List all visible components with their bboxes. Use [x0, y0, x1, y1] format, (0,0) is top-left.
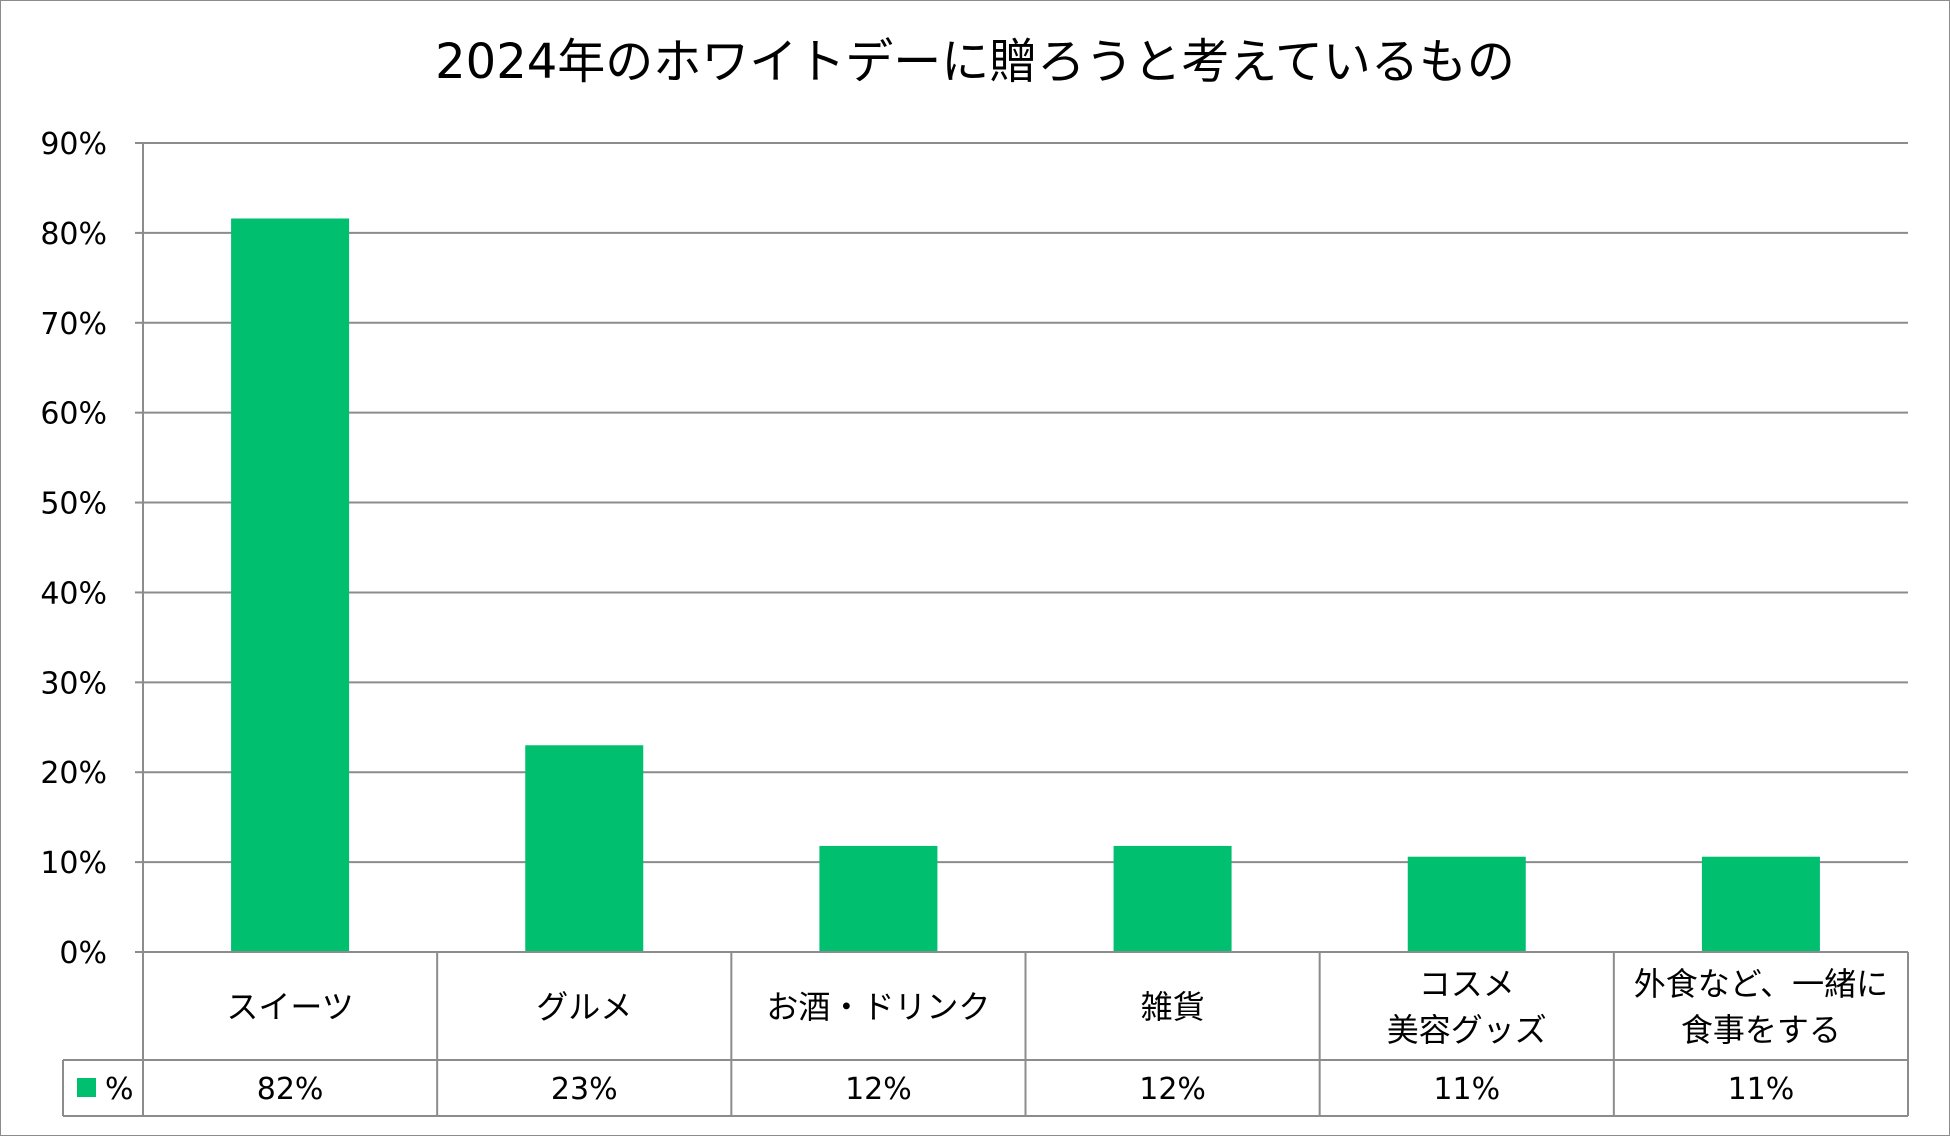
y-tick-label: 10%: [40, 846, 107, 881]
data-value-label: 82%: [257, 1072, 324, 1107]
bar: [1113, 845, 1232, 952]
y-tick-label: 50%: [40, 487, 107, 522]
category-label: スイーツ: [226, 988, 353, 1026]
bar: [819, 845, 938, 952]
gridlines: [143, 142, 1908, 864]
bars: [231, 218, 1820, 953]
y-tick-label: 60%: [40, 397, 107, 432]
y-tick-label: 90%: [40, 127, 107, 162]
category-label: 外食など、一緒に: [1634, 965, 1888, 1003]
data-value-label: 11%: [1728, 1072, 1795, 1107]
data-value-label: 23%: [551, 1072, 618, 1107]
data-value-label: 12%: [845, 1072, 912, 1107]
bar: [231, 218, 350, 953]
y-tick-label: 30%: [40, 666, 107, 701]
y-tick-label: 70%: [40, 307, 107, 342]
y-tick-label: 0%: [59, 936, 107, 971]
category-label: 雑貨: [1141, 988, 1205, 1026]
category-label: グルメ: [536, 988, 632, 1026]
data-value-label: 12%: [1139, 1072, 1206, 1107]
category-label: お酒・ドリンク: [766, 988, 990, 1026]
legend-swatch: [77, 1078, 96, 1097]
legend-label: %: [105, 1072, 134, 1107]
axes: 0% 10% 20% 30% 40% 50% 60% 70% 80% 90%: [40, 127, 1908, 1116]
y-tick-label: 40%: [40, 576, 107, 611]
data-value-label: 11%: [1433, 1072, 1500, 1107]
category-label: コスメ: [1419, 965, 1515, 1003]
y-tick-label: 20%: [40, 756, 107, 791]
bar: [1701, 856, 1820, 952]
category-label: 食事をする: [1681, 1011, 1841, 1049]
bar: [525, 745, 644, 952]
category-label: 美容グッズ: [1387, 1011, 1547, 1049]
y-tick-label: 80%: [40, 217, 107, 252]
bar: [1407, 856, 1526, 952]
chart-title: 2024年のホワイトデーに贈ろうと考えているもの: [435, 34, 1515, 90]
